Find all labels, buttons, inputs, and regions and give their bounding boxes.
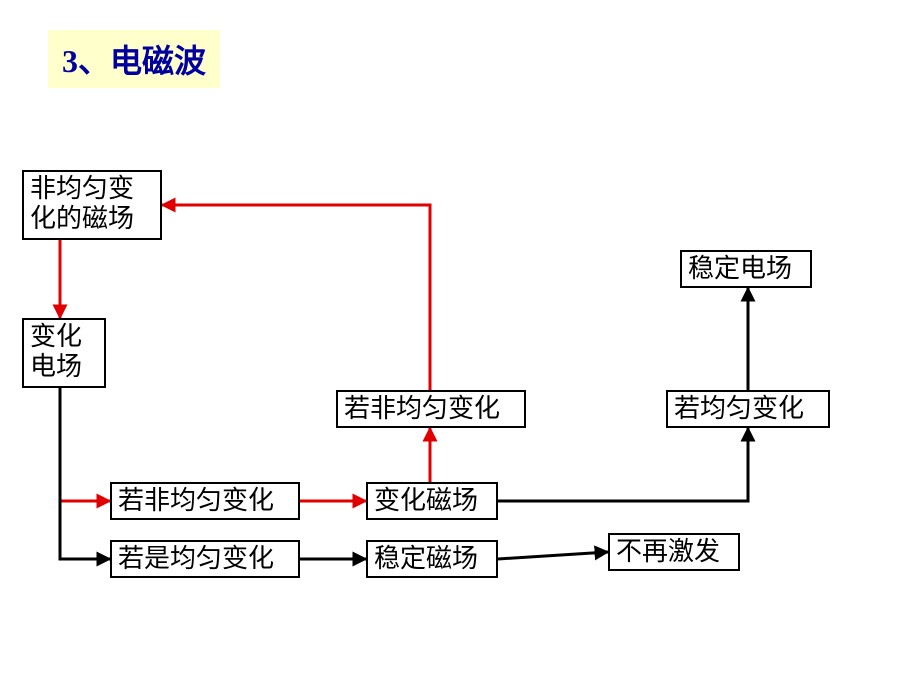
flow-node-n9: 若均匀变化 <box>666 390 830 428</box>
flow-node-n1: 非均匀变 化的磁场 <box>22 170 162 240</box>
section-title: 3、电磁波 <box>48 30 220 88</box>
edge-n7-n8 <box>498 552 608 559</box>
edge-layer <box>0 0 920 690</box>
edge-n2-n4 <box>60 388 110 559</box>
flow-node-n10: 稳定电场 <box>680 250 812 288</box>
flow-node-n2: 变化 电场 <box>22 318 106 388</box>
flow-node-n5: 若非均匀变化 <box>336 390 526 428</box>
edge-n6-n9 <box>498 428 748 501</box>
flow-node-n3: 若非均匀变化 <box>110 482 300 520</box>
edge-n5-n1 <box>162 205 430 390</box>
flow-node-n8: 不再激发 <box>608 533 740 571</box>
flow-node-n4: 若是均匀变化 <box>110 540 300 578</box>
flow-node-n7: 稳定磁场 <box>366 540 498 578</box>
edge-n2-n3 <box>60 388 110 501</box>
flow-node-n6: 变化磁场 <box>366 482 498 520</box>
